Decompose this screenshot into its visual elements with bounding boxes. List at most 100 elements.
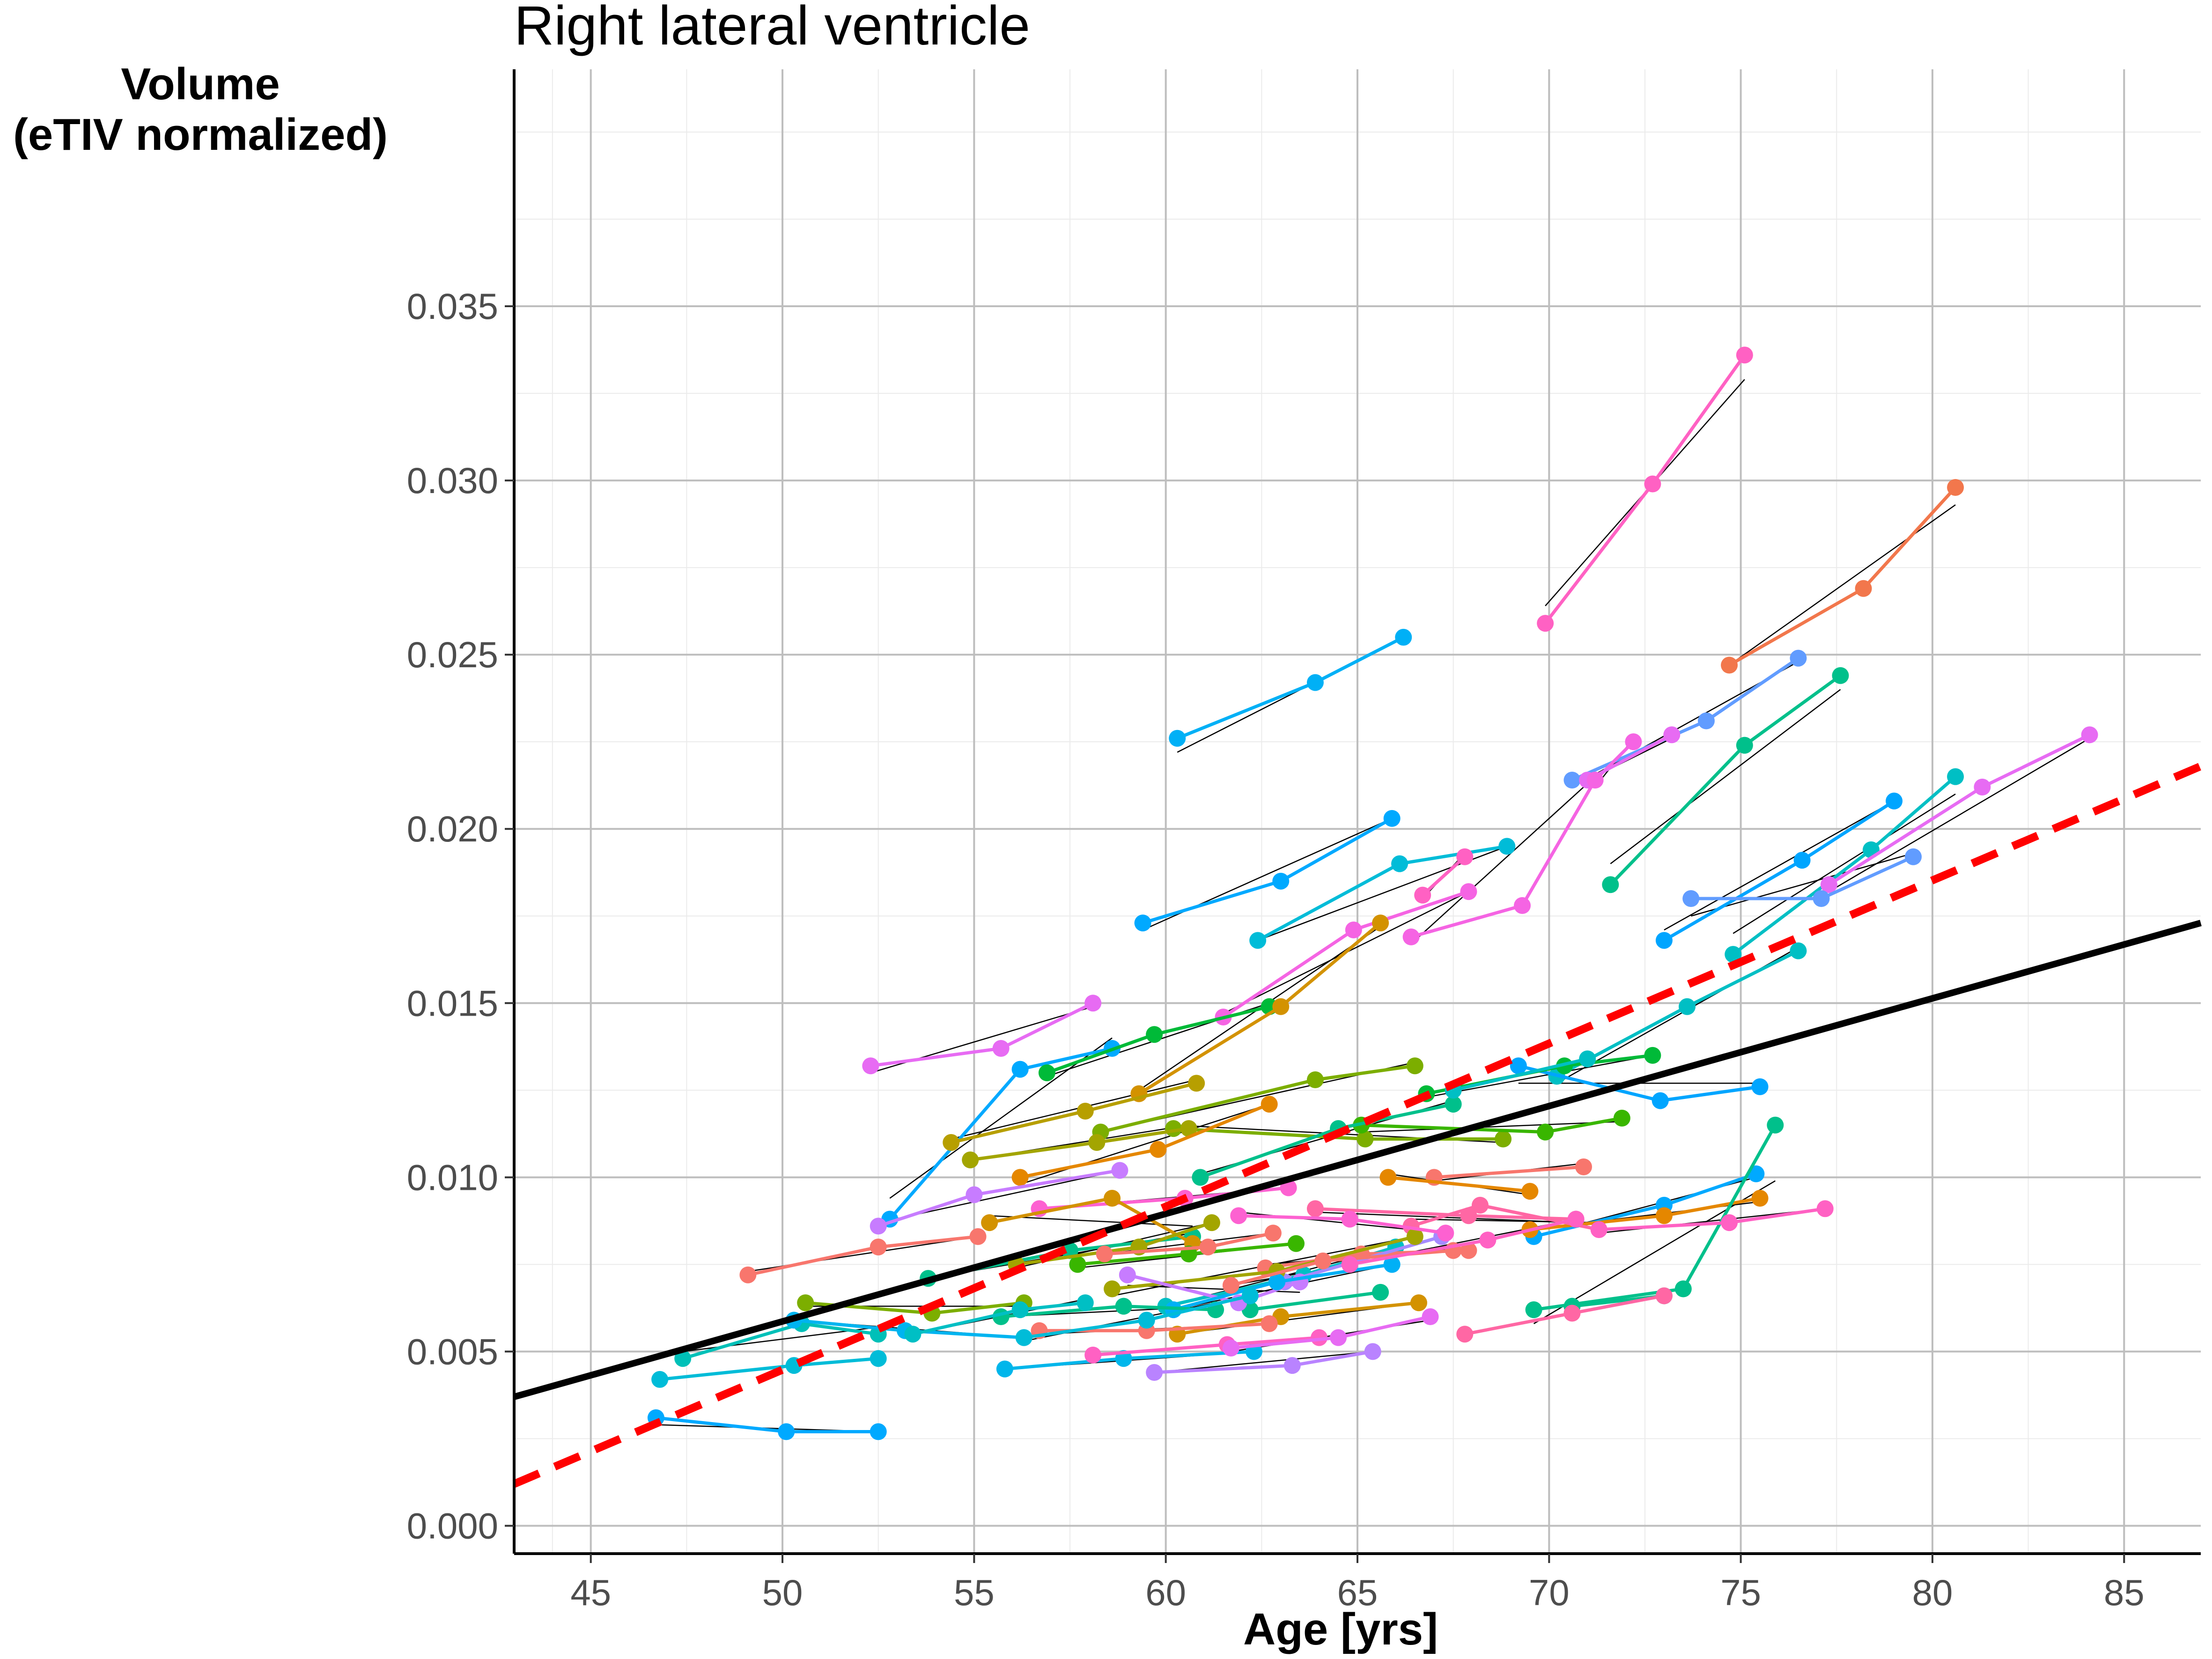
subject-trajectory: [1146, 1343, 1381, 1381]
subject-point: [1146, 1026, 1163, 1043]
subject-point: [1341, 1256, 1358, 1273]
subject-trajectory: [1456, 1287, 1673, 1343]
subject-line: [1453, 1057, 1588, 1092]
subject-trajectory: [1682, 848, 1922, 907]
subject-point: [1510, 1057, 1527, 1075]
subject-point: [1288, 1235, 1305, 1252]
x-tick-label: 70: [1529, 1572, 1570, 1613]
y-axis-title: Volume (eTIV normalized): [13, 59, 388, 160]
subject-trajectory: [962, 1120, 1197, 1169]
grid-major: [514, 69, 2201, 1554]
subject-point: [1138, 1312, 1155, 1329]
subject-point: [1460, 883, 1477, 900]
y-tick-label: 0.035: [407, 286, 498, 327]
subject-trajectory: [1510, 1057, 1769, 1109]
subject-point: [1150, 1141, 1167, 1158]
subject-point: [1011, 1061, 1029, 1078]
subject-point: [962, 1151, 979, 1169]
subject-point: [1395, 628, 1412, 646]
subject-point: [1169, 730, 1186, 747]
subject-point: [1682, 890, 1700, 907]
trend-lines: [512, 762, 2203, 1488]
subject-point: [1663, 726, 1681, 744]
x-tick-label: 55: [954, 1572, 995, 1613]
subject-fit-line: [1426, 1054, 1653, 1098]
subject-point: [969, 1228, 987, 1245]
x-axis-title: Age [yrs]: [1243, 1604, 1438, 1654]
subject-point: [2081, 726, 2098, 744]
subject-point: [1655, 1207, 1673, 1224]
subject-fit-line: [1733, 793, 1956, 934]
subject-point: [1537, 1123, 1554, 1141]
subject-trajectory: [1015, 1287, 1259, 1346]
subject-point: [1498, 838, 1516, 855]
subject-trajectory: [904, 1294, 1094, 1343]
subject-trajectory: [1222, 1308, 1439, 1357]
subject-fit-line: [889, 1037, 1113, 1199]
subject-point: [1115, 1298, 1132, 1315]
subject-point: [1655, 1287, 1673, 1305]
subject-point: [1725, 946, 1742, 963]
chart-title: Right lateral ventricle: [514, 0, 1030, 57]
subject-trajectory: [1192, 1096, 1462, 1186]
subject-point: [1261, 1315, 1278, 1332]
subject-point: [1625, 733, 1642, 751]
subject-point: [1414, 886, 1431, 904]
trend-line-solid: [513, 920, 2202, 1400]
subject-point: [1264, 1224, 1282, 1242]
subject-point: [1306, 674, 1324, 691]
subject-point: [1038, 1064, 1055, 1082]
subject-line: [1434, 1165, 1584, 1179]
subject-point: [1104, 1189, 1121, 1207]
x-axis-ticks: 45 50 55 60 65 70 75 80 85: [570, 1554, 2145, 1613]
subject-point: [943, 1134, 960, 1151]
y-axis-title-line-2: (eTIV normalized): [13, 110, 388, 160]
subject-point: [1563, 1305, 1581, 1322]
subject-point: [1268, 1273, 1286, 1290]
subject-point: [1357, 1130, 1374, 1148]
subject-trajectory: [1379, 1169, 1539, 1200]
subject-point: [1521, 1183, 1539, 1200]
subject-point: [1222, 1339, 1239, 1357]
subject-fit-line: [1690, 853, 1914, 917]
subject-point: [1379, 1169, 1397, 1186]
subject-point: [1525, 1301, 1542, 1319]
subject-point: [1084, 1346, 1102, 1364]
subject-trajectory: [1230, 1207, 1454, 1242]
subject-fit-line: [1020, 1103, 1270, 1185]
subject-fit-line: [1410, 776, 1596, 944]
subject-trajectory: [739, 1228, 987, 1283]
subject-point: [1199, 1239, 1217, 1256]
subject-point: [1644, 1047, 1661, 1064]
subject-point: [1410, 1294, 1427, 1312]
subject-fit-line: [1664, 800, 1895, 931]
subject-point: [1015, 1329, 1032, 1346]
subject-fit-line: [1829, 737, 2090, 892]
subject-point: [1495, 1130, 1512, 1148]
x-tick-label: 85: [2104, 1572, 2145, 1613]
subject-point: [1736, 347, 1753, 364]
subject-point: [1203, 1214, 1220, 1231]
subject-line: [1250, 1290, 1381, 1312]
subject-point: [1793, 852, 1811, 869]
subject-point: [1947, 479, 1964, 496]
subject-trajectory: [1134, 810, 1401, 932]
subject-trajectory: [1602, 667, 1849, 893]
subject-fit-line: [1610, 689, 1841, 864]
subject-point: [1751, 1189, 1769, 1207]
subject-point: [1261, 1096, 1278, 1113]
subject-point: [1679, 998, 1696, 1015]
subject-point: [1077, 1102, 1094, 1120]
subject-point: [1886, 792, 1903, 810]
y-tick-label: 0.005: [407, 1331, 498, 1372]
subject-point: [1579, 1050, 1596, 1068]
x-tick-label: 60: [1145, 1572, 1186, 1613]
subject-point: [1146, 1364, 1163, 1381]
subject-trajectory: [1525, 1116, 1784, 1319]
y-tick-label: 0.020: [407, 808, 498, 849]
subject-point: [1471, 1196, 1489, 1214]
subject-point: [1816, 1200, 1834, 1217]
subject-trajectory: [1721, 479, 1964, 674]
subject-point: [1813, 890, 1830, 907]
